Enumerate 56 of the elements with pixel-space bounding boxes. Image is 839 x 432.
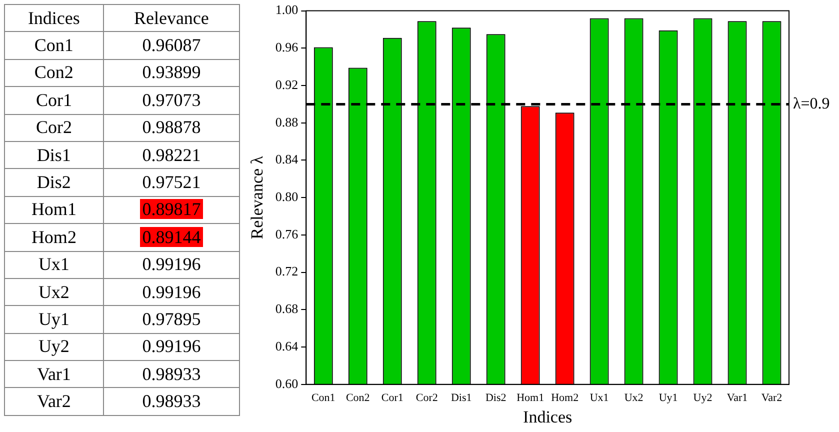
x-tick-label: Con2 — [346, 392, 370, 404]
text: Indices — [4, 4, 104, 32]
text: 0.98933 — [141, 391, 202, 412]
y-axis-title: Relevance λ — [248, 155, 267, 240]
y-tick-label: 0.88 — [275, 114, 298, 130]
y-tick-label: 0.92 — [275, 76, 298, 92]
y-tick-label: 0.72 — [275, 264, 298, 279]
x-tick-label: Var1 — [726, 392, 748, 404]
y-tick-label: 0.76 — [275, 226, 299, 242]
text: 0.93899 — [141, 62, 202, 82]
text: 0.89144 — [140, 226, 203, 247]
text: 0.98221 — [141, 144, 202, 165]
text: Ux1 — [4, 251, 104, 278]
text: Relevance — [103, 4, 240, 32]
text: 0.99196 — [141, 282, 202, 302]
text: Dis1 — [4, 141, 104, 169]
y-tick-label: 1.00 — [275, 2, 298, 18]
text: 0.96087 — [141, 35, 202, 56]
text: Con2 — [4, 59, 104, 87]
x-tick-label: Cor2 — [416, 392, 438, 404]
y-tick-label: 0.80 — [275, 189, 298, 204]
x-tick-label: Ux1 — [590, 392, 609, 404]
text: 0.99196 — [141, 336, 202, 356]
ref-line-label: λ=0.9 — [793, 95, 830, 112]
y-tick-label: 0.60 — [275, 376, 298, 391]
x-tick-label: Hom2 — [551, 392, 579, 404]
x-tick-label: Uy1 — [658, 392, 678, 404]
x-tick-label: Var2 — [761, 392, 782, 404]
text: Con1 — [4, 32, 104, 60]
text: Cor1 — [4, 86, 104, 114]
x-tick-label: Ux2 — [624, 392, 644, 404]
text: Hom2 — [4, 224, 104, 252]
x-tick-label: Cor1 — [381, 392, 404, 404]
x-tick-label: Uy2 — [693, 392, 712, 404]
text: 0.98878 — [141, 117, 202, 138]
x-tick-label: Con1 — [311, 392, 336, 404]
y-tick-label: 0.64 — [275, 338, 299, 354]
text: 0.98933 — [141, 364, 202, 384]
text: Uy2 — [4, 333, 104, 361]
y-tick-label: 0.84 — [275, 152, 299, 167]
x-tick-label: Dis2 — [485, 392, 506, 404]
text: 0.89817 — [140, 199, 203, 220]
x-tick-label: Hom1 — [516, 392, 544, 404]
text: 0.97073 — [141, 90, 202, 110]
x-tick-label: Dis1 — [450, 392, 472, 404]
text: Ux2 — [4, 278, 104, 306]
text: 0.97521 — [141, 172, 202, 192]
y-tick-label: 0.68 — [275, 301, 298, 316]
text: 0.97895 — [141, 308, 202, 329]
x-axis-title: Indices — [523, 407, 572, 426]
y-tick-label: 0.96 — [275, 40, 299, 55]
text: Dis2 — [4, 168, 104, 196]
text: 0.99196 — [141, 254, 202, 274]
text: Hom1 — [4, 196, 104, 224]
text: Cor2 — [4, 114, 104, 142]
text: Uy1 — [4, 306, 104, 334]
